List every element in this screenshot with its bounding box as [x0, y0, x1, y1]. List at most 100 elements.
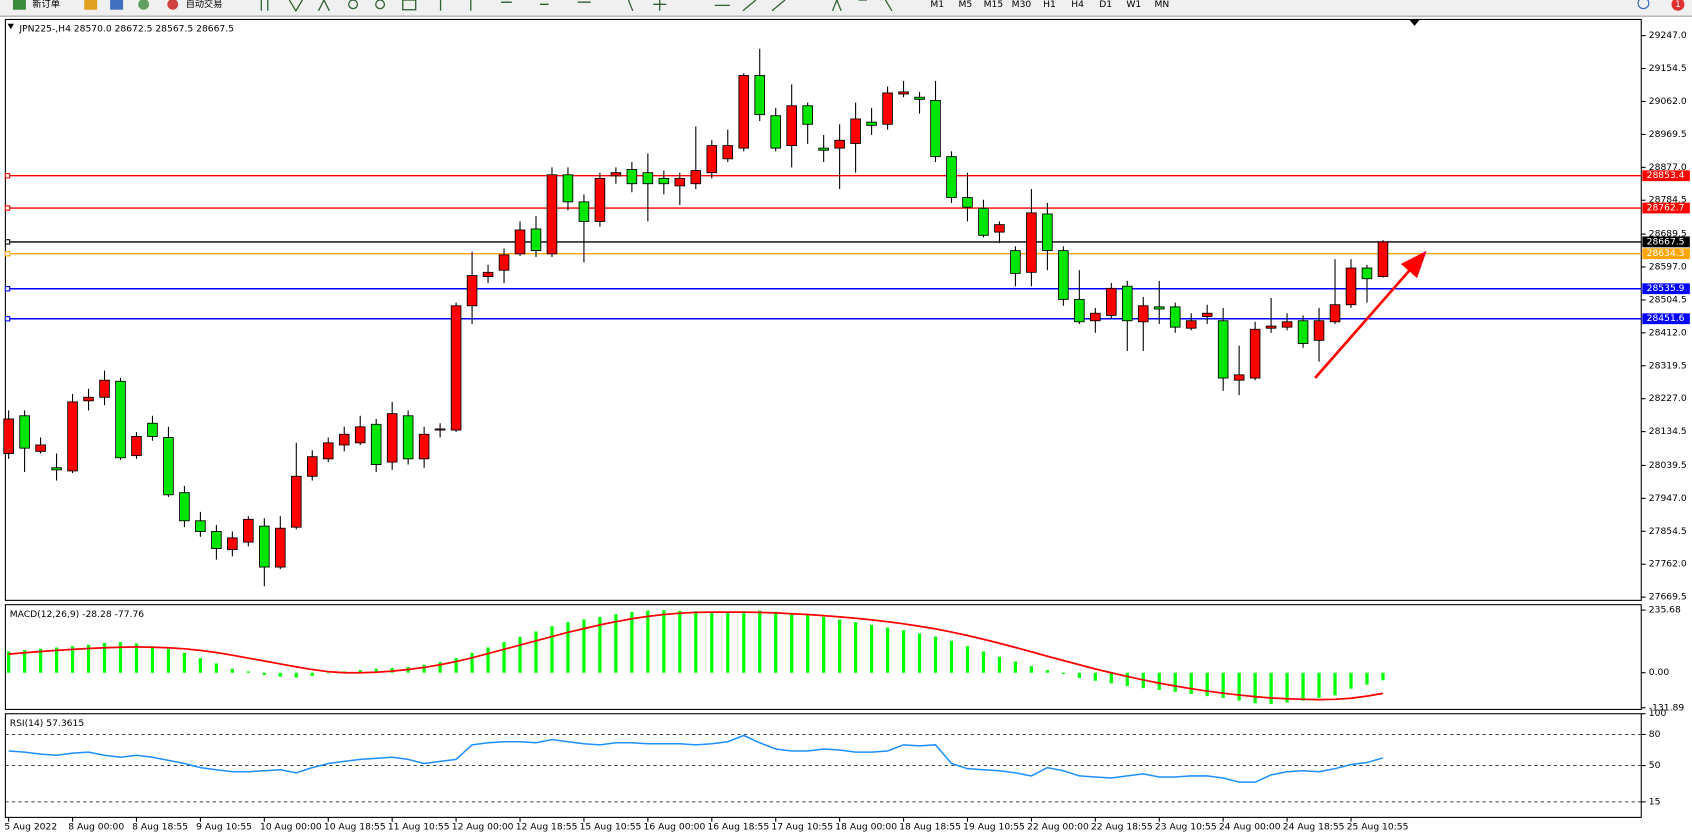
candle-body: [338, 433, 350, 446]
candle-body: [115, 380, 126, 459]
candle-body: [770, 115, 781, 149]
macd-bar: [1285, 672, 1289, 703]
timeframe-button[interactable]: M15: [984, 0, 1004, 10]
candle-body: [994, 224, 1005, 233]
symbol-menu-arrow[interactable]: [7, 23, 15, 30]
timeframe-button[interactable]: H1: [1043, 0, 1056, 10]
candle-body: [930, 99, 941, 158]
level-handle: [4, 239, 11, 245]
notification-badge[interactable]: [1671, 0, 1685, 11]
x-tick-label: 5 Aug 2022: [4, 822, 57, 833]
macd-bar: [294, 672, 298, 678]
macd-bar: [486, 647, 490, 673]
price-pane: [4, 18, 1642, 601]
timeframe-button[interactable]: M5: [958, 0, 972, 10]
y-tick-label: -131.89: [1649, 702, 1685, 713]
y-tick-label: 27854.5: [1649, 526, 1687, 537]
toolbar-icon[interactable]: [84, 0, 98, 10]
candle-body: [243, 518, 254, 543]
level-handle: [4, 251, 11, 257]
macd-bar: [278, 672, 282, 677]
search-icon[interactable]: [1637, 0, 1650, 10]
macd-bar: [470, 652, 474, 673]
timeframe-button[interactable]: M1: [930, 0, 944, 10]
x-tick-label: 15 Aug 10:55: [580, 822, 642, 833]
timeframe-button[interactable]: D1: [1099, 0, 1112, 10]
y-tick-label: 80: [1649, 729, 1661, 740]
macd-bar: [614, 614, 618, 673]
candle-body: [1106, 287, 1117, 316]
x-tick-label: 24 Aug 00:00: [1219, 822, 1281, 833]
level-label-box: [1642, 248, 1690, 260]
macd-bar: [150, 646, 155, 673]
x-tick-label: 24 Aug 18:55: [1283, 822, 1345, 833]
macd-bar: [598, 616, 602, 673]
macd-bar: [422, 664, 426, 673]
candle-body: [498, 254, 510, 271]
candle-body: [147, 422, 158, 437]
new-order-button[interactable]: 新订单: [32, 0, 59, 10]
zoom-out-icon[interactable]: [375, 0, 386, 10]
macd-bar: [1013, 661, 1018, 673]
candle-body: [690, 170, 702, 185]
timeframe-button[interactable]: M30: [1012, 0, 1032, 10]
macd-bar: [534, 631, 538, 673]
macd-bar: [310, 672, 314, 676]
chart-shift-marker[interactable]: [1409, 19, 1420, 26]
timeframe-button[interactable]: H4: [1071, 0, 1084, 10]
macd-bar: [1301, 672, 1305, 701]
macd-bar: [869, 624, 874, 673]
y-tick-label: 28504.5: [1649, 294, 1687, 305]
new-order-icon[interactable]: [12, 0, 26, 10]
candle-body: [722, 145, 734, 160]
level-handle: [4, 316, 11, 322]
auto-trading-icon[interactable]: [167, 0, 179, 10]
macd-bar: [1077, 672, 1081, 679]
candle-body: [626, 169, 638, 185]
candle-body: [275, 527, 286, 568]
macd-bar: [917, 633, 922, 673]
chart-type-icons[interactable]: [260, 0, 330, 13]
x-tick-label: 18 Aug 18:55: [899, 822, 961, 833]
macd-bar: [726, 612, 730, 673]
timeframe-button[interactable]: W1: [1126, 0, 1141, 10]
timeframe-button[interactable]: MN: [1154, 0, 1169, 10]
candle-body: [259, 525, 270, 568]
candle-body: [290, 475, 302, 528]
toolbar-icon[interactable]: [110, 0, 124, 10]
macd-bar: [438, 662, 442, 673]
y-tick-label: 50: [1649, 760, 1661, 771]
macd-signal-line: [8, 611, 1384, 701]
candle-body: [1281, 321, 1293, 328]
macd-bar: [774, 611, 778, 673]
candle-body: [83, 396, 94, 402]
macd-bar: [1349, 672, 1353, 689]
candle-body: [642, 172, 654, 185]
candle-body: [1249, 328, 1261, 379]
candle-body: [402, 415, 414, 460]
macd-bar: [885, 627, 890, 673]
macd-bar: [901, 630, 906, 673]
macd-bar: [22, 650, 27, 673]
candle-body: [978, 207, 989, 236]
macd-bar: [246, 671, 250, 673]
macd-bar: [1317, 672, 1321, 698]
x-tick-label: 12 Aug 00:00: [452, 822, 514, 833]
macd-bar: [454, 658, 458, 673]
candle-body: [1361, 267, 1373, 280]
y-tick-label: 28784.5: [1649, 195, 1687, 206]
macd-bar: [566, 622, 570, 673]
candle-body: [578, 201, 590, 222]
auto-trading-button[interactable]: 自动交易: [186, 0, 223, 10]
tile-icon[interactable]: [402, 0, 417, 11]
candle-body: [35, 444, 46, 452]
toolbar-icon[interactable]: [138, 0, 150, 10]
macd-bar: [997, 656, 1002, 673]
zoom-in-icon[interactable]: [348, 0, 359, 10]
y-tick-label: 28134.5: [1649, 426, 1687, 437]
candle-body: [1217, 320, 1229, 379]
y-tick-label: 15: [1649, 796, 1661, 807]
y-tick-label: 28412.0: [1649, 327, 1687, 338]
macd-bar: [118, 642, 123, 673]
tool-icons[interactable]: [439, 0, 893, 12]
